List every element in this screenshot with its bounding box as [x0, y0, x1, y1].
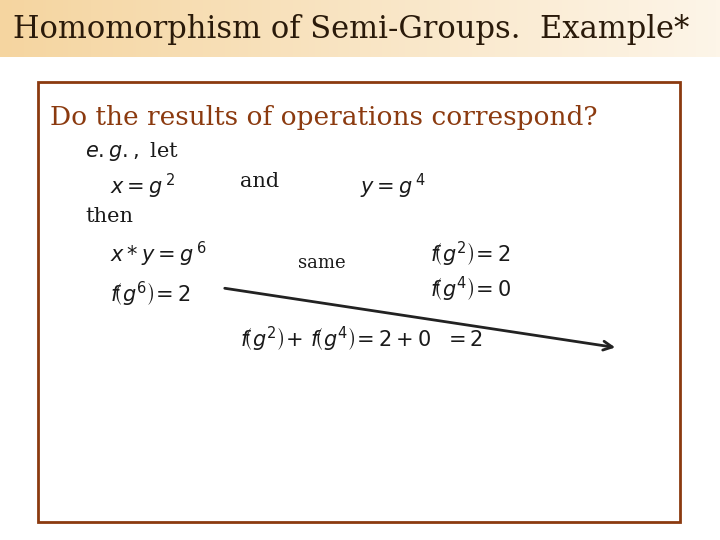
Text: same: same	[298, 254, 346, 272]
Text: $f\!\left(g^2\right)\!=2$: $f\!\left(g^2\right)\!=2$	[430, 240, 510, 269]
Text: $f\!\left(g^6\right)\!=2$: $f\!\left(g^6\right)\!=2$	[110, 280, 191, 309]
Text: $f\!\left(g^4\right)\!=0$: $f\!\left(g^4\right)\!=0$	[430, 275, 511, 304]
Text: $x = g^{\,2}$: $x = g^{\,2}$	[110, 172, 175, 201]
Text: and: and	[240, 172, 279, 191]
Text: Homomorphism of Semi-Groups.  Example*: Homomorphism of Semi-Groups. Example*	[13, 14, 689, 45]
Text: $y = g^{\,4}$: $y = g^{\,4}$	[360, 172, 426, 201]
Text: $e.g.,$ let: $e.g.,$ let	[85, 140, 179, 163]
Text: $x * y = g^{\,6}$: $x * y = g^{\,6}$	[110, 240, 207, 269]
FancyArrowPatch shape	[225, 288, 612, 350]
Text: $f\!\left(g^2\right)\!+\,f\!\left(g^4\right)\!=2+0\ \ =2$: $f\!\left(g^2\right)\!+\,f\!\left(g^4\ri…	[240, 325, 482, 354]
Text: then: then	[85, 207, 133, 226]
Text: Do the results of operations correspond?: Do the results of operations correspond?	[50, 105, 598, 130]
FancyBboxPatch shape	[38, 82, 680, 522]
